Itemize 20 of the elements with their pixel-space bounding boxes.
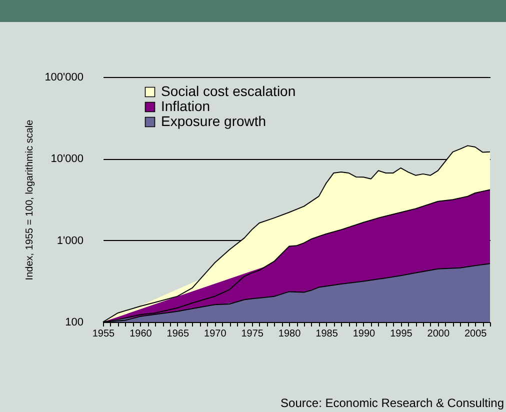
y-tick-label: 100'000	[44, 72, 84, 84]
y-tick-label: 10'000	[50, 153, 84, 166]
x-tick-label: 1985	[316, 328, 338, 340]
x-tick-label: 1965	[166, 328, 190, 340]
legend-label: Social cost escalation	[161, 83, 296, 99]
y-tick-label: 100	[65, 316, 84, 328]
x-tick-label: 1970	[204, 328, 227, 340]
x-tick-label: 2005	[464, 328, 488, 340]
x-tick-label: 1990	[352, 328, 376, 340]
legend-label: Inflation	[161, 98, 210, 114]
y-tick-label: 1'000	[56, 234, 84, 247]
x-tick-label: 2000	[427, 328, 450, 340]
x-tick-label: 1975	[241, 328, 264, 340]
x-tick-label: 1980	[278, 328, 302, 340]
x-tick-label: 1960	[130, 328, 152, 340]
legend-label: Exposure growth	[161, 113, 266, 129]
y-axis-title: Index, 1955 = 100, logarithmic scale	[24, 119, 36, 280]
source-note: Source: Economic Research & Consulting	[280, 396, 504, 410]
x-tick-label: 1955	[92, 328, 116, 340]
x-tick-label: 1995	[390, 328, 413, 340]
